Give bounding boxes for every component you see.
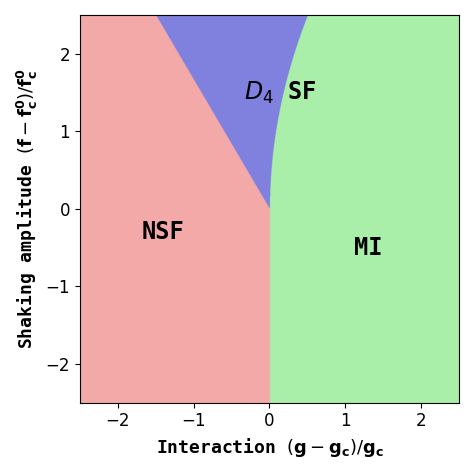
Text: MI: MI — [354, 236, 382, 260]
X-axis label: Interaction $(\mathbf{g}-\mathbf{g_c})/\mathbf{g_c}$: Interaction $(\mathbf{g}-\mathbf{g_c})/\… — [155, 436, 383, 459]
Y-axis label: Shaking amplitude $(\mathbf{f}-\mathbf{f_c^0})/\mathbf{f_c^0}$: Shaking amplitude $(\mathbf{f}-\mathbf{f… — [15, 69, 40, 349]
Text: $\mathit{D}_4$ SF: $\mathit{D}_4$ SF — [245, 80, 317, 106]
Text: NSF: NSF — [142, 220, 185, 244]
